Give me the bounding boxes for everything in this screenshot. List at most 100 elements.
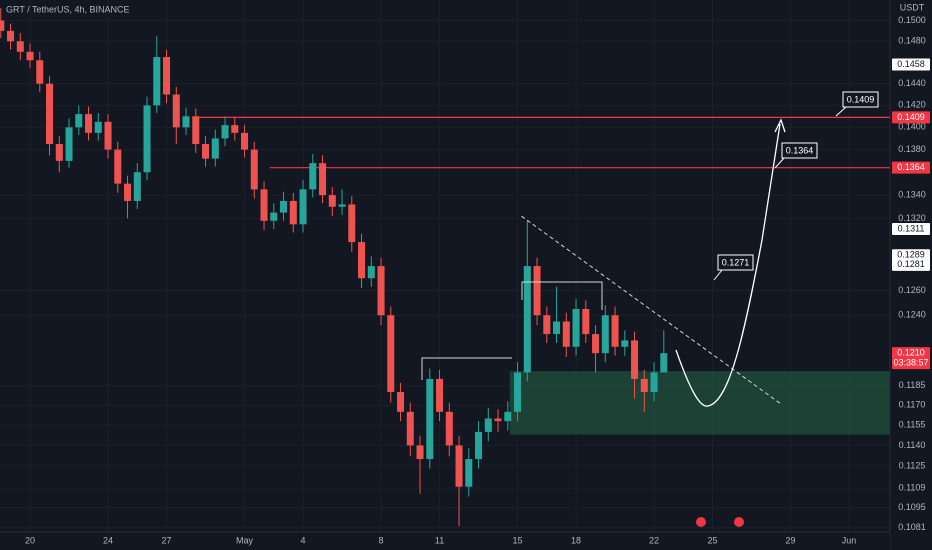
y-tick-label: 0.1380 bbox=[898, 144, 926, 154]
y-tick-label: 0.1320 bbox=[898, 213, 926, 223]
price-label: 0.1311 bbox=[898, 223, 925, 233]
projection-path bbox=[675, 123, 781, 407]
y-tick-label: 0.1170 bbox=[899, 400, 926, 410]
candle-body bbox=[338, 204, 346, 207]
price-label: 0.1289 bbox=[897, 250, 925, 260]
callout-text: 0.1364 bbox=[786, 145, 814, 155]
candle-body bbox=[611, 315, 619, 347]
candle-body bbox=[328, 195, 336, 207]
time-axis bbox=[0, 532, 890, 550]
x-tick-label: Jun bbox=[842, 535, 857, 545]
candle-body bbox=[621, 340, 629, 347]
price-label-bg bbox=[892, 161, 930, 174]
candle-body bbox=[377, 266, 385, 316]
candle-body bbox=[601, 315, 609, 354]
candle-body bbox=[114, 149, 122, 184]
candle-body bbox=[65, 127, 73, 161]
x-tick-label: 24 bbox=[103, 535, 113, 545]
candle-body bbox=[270, 212, 278, 221]
candle-body bbox=[250, 149, 258, 190]
range-box bbox=[521, 281, 603, 310]
candle-body bbox=[465, 459, 473, 487]
x-tick-label: 11 bbox=[435, 535, 444, 545]
candle-body bbox=[280, 200, 288, 213]
x-tick-label: 8 bbox=[379, 535, 384, 545]
price-label-bg bbox=[892, 258, 930, 271]
candle-body bbox=[172, 94, 180, 128]
candle-body bbox=[436, 378, 444, 412]
candle-body bbox=[504, 411, 512, 422]
candle-body bbox=[211, 138, 219, 159]
x-tick-label: 27 bbox=[162, 535, 172, 545]
candle-body bbox=[163, 57, 171, 95]
candle-body bbox=[231, 125, 239, 133]
price-label-bg bbox=[892, 111, 930, 124]
candle-body bbox=[241, 132, 249, 150]
candle-body bbox=[55, 144, 63, 161]
drawings bbox=[421, 91, 879, 407]
levels-layer bbox=[191, 116, 890, 405]
chart-title: GRT / TetherUS, 4h, BINANCE bbox=[6, 4, 130, 14]
y-tick-label: 0.1109 bbox=[899, 482, 926, 492]
candle-body bbox=[572, 309, 580, 347]
price-label-bg bbox=[892, 249, 930, 262]
candle-body bbox=[124, 183, 132, 201]
candle-body bbox=[582, 309, 590, 335]
candle-body bbox=[484, 418, 492, 432]
callout-text: 0.1271 bbox=[722, 257, 750, 267]
candle-body bbox=[75, 114, 83, 128]
candle-body bbox=[592, 334, 600, 354]
candle-body bbox=[348, 204, 356, 243]
x-tick-label: 4 bbox=[301, 535, 306, 545]
candle-body bbox=[455, 445, 463, 487]
candle-body bbox=[16, 41, 24, 52]
candle-body bbox=[640, 378, 648, 393]
callout-line bbox=[713, 269, 723, 281]
y-tick-label: 0.1095 bbox=[898, 502, 926, 512]
y-tick-label: 0.1340 bbox=[898, 190, 926, 200]
candle-body bbox=[416, 445, 424, 460]
candle-body bbox=[494, 418, 502, 422]
candle-body bbox=[289, 200, 297, 225]
candle-body bbox=[475, 431, 483, 460]
candle-body bbox=[543, 315, 551, 335]
candle-body bbox=[562, 321, 570, 347]
x-tick-label: 18 bbox=[571, 535, 581, 545]
y-tick-label: 0.1480 bbox=[898, 36, 926, 46]
event-icon[interactable] bbox=[734, 517, 744, 527]
candle-body bbox=[319, 163, 327, 196]
candle-body bbox=[26, 51, 34, 61]
candle-body bbox=[133, 172, 141, 201]
price-label-bg bbox=[892, 58, 930, 71]
price-axis bbox=[890, 0, 932, 550]
arrow-head bbox=[774, 118, 786, 133]
callout-box bbox=[842, 91, 879, 108]
candle-body bbox=[367, 266, 375, 279]
candle-body bbox=[309, 163, 317, 190]
y-tick-label: 0.1260 bbox=[898, 285, 926, 295]
x-tick-label: 20 bbox=[25, 535, 35, 545]
callout-line bbox=[774, 157, 785, 169]
candle-body bbox=[387, 315, 395, 393]
candle-body bbox=[358, 242, 366, 279]
currency: USDT bbox=[900, 2, 925, 12]
candle-body bbox=[202, 144, 210, 159]
x-tick-label: 22 bbox=[649, 535, 659, 545]
axis-layer: 0.1500 0.1480 0.1440 0.1420 0.1400 0.1380 0.13… bbox=[25, 15, 930, 545]
candle-body bbox=[650, 372, 658, 393]
candle-body bbox=[221, 125, 229, 139]
event-icon[interactable] bbox=[696, 517, 706, 527]
candle-body bbox=[7, 30, 15, 42]
price-label: 0.1210 bbox=[897, 348, 925, 358]
range-box bbox=[421, 357, 512, 380]
price-label-bg bbox=[892, 347, 930, 370]
x-tick-label: 25 bbox=[708, 535, 718, 545]
callout-box bbox=[717, 254, 754, 271]
candle-body bbox=[94, 121, 102, 133]
y-tick-label: 0.1155 bbox=[899, 420, 926, 430]
price-label: 0.1458 bbox=[897, 59, 925, 69]
candle-body bbox=[631, 340, 639, 379]
price-label: 0.1281 bbox=[897, 259, 925, 269]
